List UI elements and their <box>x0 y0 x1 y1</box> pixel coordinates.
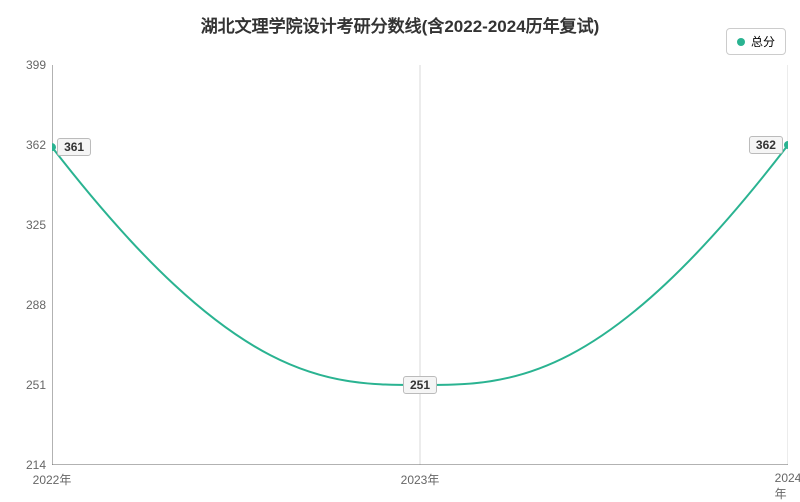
y-tick-label: 362 <box>26 138 46 152</box>
plot-area: 2142512883253623992022年2023年2024年3612513… <box>52 65 788 465</box>
x-tick-label: 2023年 <box>401 471 440 488</box>
x-tick-label: 2024年 <box>775 471 800 502</box>
data-label: 362 <box>749 136 783 154</box>
legend: 总分 <box>726 28 786 55</box>
chart-container: 湖北文理学院设计考研分数线(含2022-2024历年复试) 总分 214 251 2… <box>0 0 800 500</box>
chart-svg <box>52 65 788 465</box>
data-label: 251 <box>403 376 437 394</box>
x-tick-label: 2022年 <box>33 471 72 488</box>
y-tick-label: 214 <box>26 458 46 472</box>
data-label: 361 <box>57 138 91 156</box>
legend-marker <box>737 38 745 46</box>
y-tick-label: 288 <box>26 298 46 312</box>
y-tick-label: 325 <box>26 218 46 232</box>
y-tick-label: 399 <box>26 58 46 72</box>
legend-label: 总分 <box>751 33 775 50</box>
chart-title: 湖北文理学院设计考研分数线(含2022-2024历年复试) <box>0 12 800 37</box>
y-tick-label: 251 <box>26 378 46 392</box>
